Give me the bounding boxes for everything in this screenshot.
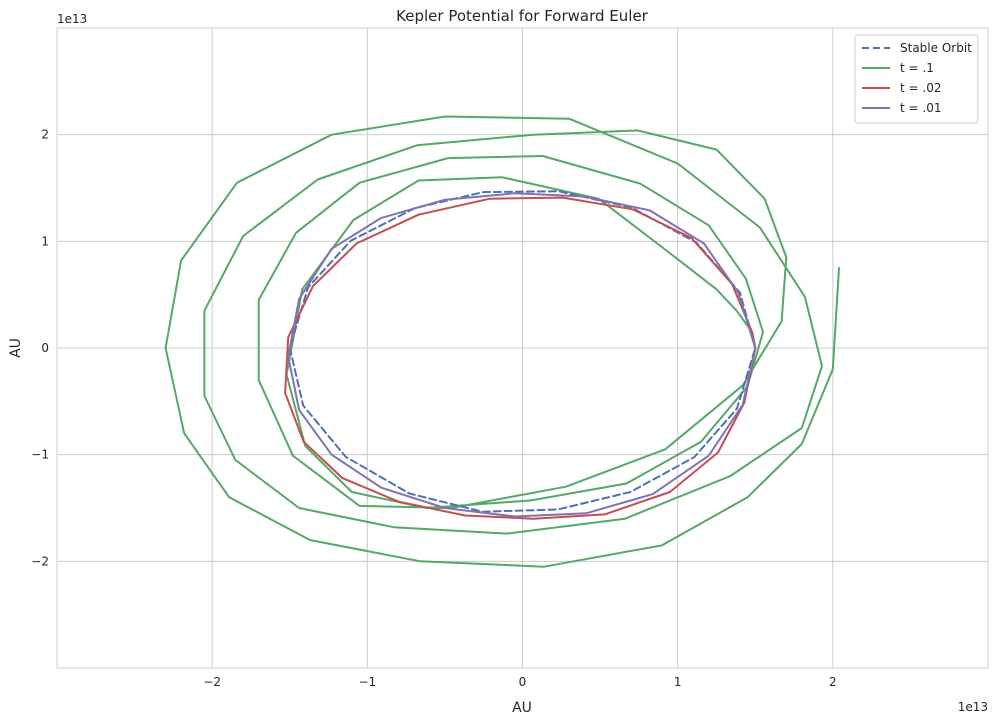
series-layer <box>164 115 840 568</box>
x-tick-label: −2 <box>203 675 221 689</box>
y-axis-ticks: −2 −1 0 1 2 <box>31 128 49 569</box>
x-tick-label: 2 <box>829 675 837 689</box>
legend-label: t = .01 <box>900 101 941 115</box>
y-tick-label: 0 <box>41 341 49 355</box>
x-tick-label: 1 <box>674 675 682 689</box>
chart-title: Kepler Potential for Forward Euler <box>396 7 649 25</box>
y-tick-label: −2 <box>31 554 49 568</box>
legend-frame <box>854 34 979 124</box>
legend: Stable Orbit t = .1 t = .02 t = .01 <box>854 34 979 124</box>
plot-frame <box>56 27 989 669</box>
y-tick-label: 2 <box>41 128 49 142</box>
plot-area <box>56 27 989 669</box>
y-tick-label: 1 <box>41 234 49 248</box>
y-axis-label: AU <box>8 338 24 358</box>
series-line-1 <box>164 115 840 568</box>
y-tick-label: −1 <box>31 448 49 462</box>
legend-label: Stable Orbit <box>900 41 972 55</box>
legend-label: t = .1 <box>900 61 934 75</box>
x-tick-label: 0 <box>519 675 527 689</box>
x-tick-label: −1 <box>358 675 376 689</box>
y-offset-text: 1e13 <box>57 12 87 26</box>
series-line-2 <box>284 196 757 520</box>
x-axis-label: AU <box>512 700 532 716</box>
series-line-3 <box>287 192 757 518</box>
x-axis-ticks: −2 −1 0 1 2 <box>203 675 836 689</box>
legend-label: t = .02 <box>900 81 941 95</box>
gridlines <box>57 28 988 668</box>
x-offset-text: 1e13 <box>958 700 988 714</box>
